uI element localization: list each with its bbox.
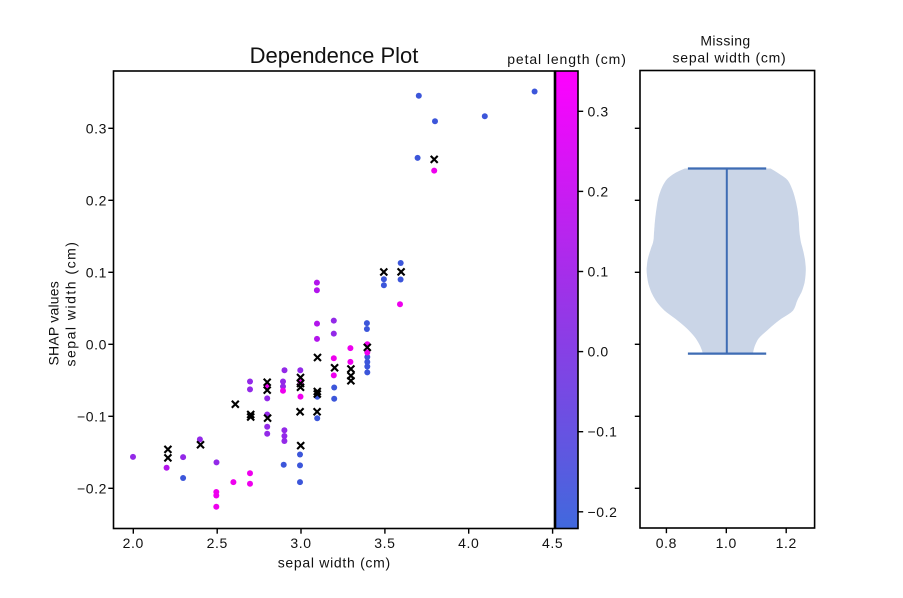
svg-text:−0.1: −0.1 (77, 408, 107, 424)
svg-text:1.0: 1.0 (716, 535, 737, 551)
svg-text:sepal width (cm): sepal width (cm) (63, 241, 79, 367)
svg-text:−0.1: −0.1 (588, 424, 618, 440)
svg-text:0.1: 0.1 (588, 264, 609, 280)
svg-text:1.2: 1.2 (776, 535, 797, 551)
svg-text:0.1: 0.1 (86, 264, 107, 280)
svg-text:0.2: 0.2 (588, 183, 609, 199)
svg-text:2.5: 2.5 (207, 535, 228, 551)
svg-text:3.5: 3.5 (374, 535, 395, 551)
svg-text:0.0: 0.0 (588, 344, 609, 360)
svg-text:4.5: 4.5 (542, 535, 563, 551)
svg-text:0.2: 0.2 (86, 192, 107, 208)
svg-text:SHAP values: SHAP values (46, 281, 62, 365)
svg-text:2.0: 2.0 (123, 535, 144, 551)
svg-text:−0.2: −0.2 (588, 504, 618, 520)
svg-text:sepal width (cm): sepal width (cm) (278, 555, 391, 571)
svg-text:Dependence Plot: Dependence Plot (250, 43, 419, 68)
svg-text:0.3: 0.3 (86, 120, 107, 136)
svg-text:0.0: 0.0 (86, 336, 107, 352)
svg-text:Missing: Missing (700, 33, 750, 49)
svg-text:sepal width (cm): sepal width (cm) (673, 49, 787, 65)
svg-text:3.0: 3.0 (290, 535, 311, 551)
svg-text:4.0: 4.0 (458, 535, 479, 551)
svg-text:0.8: 0.8 (656, 535, 677, 551)
svg-text:0.3: 0.3 (588, 103, 609, 119)
svg-text:−0.2: −0.2 (77, 480, 107, 496)
svg-text:petal length (cm): petal length (cm) (507, 51, 627, 67)
